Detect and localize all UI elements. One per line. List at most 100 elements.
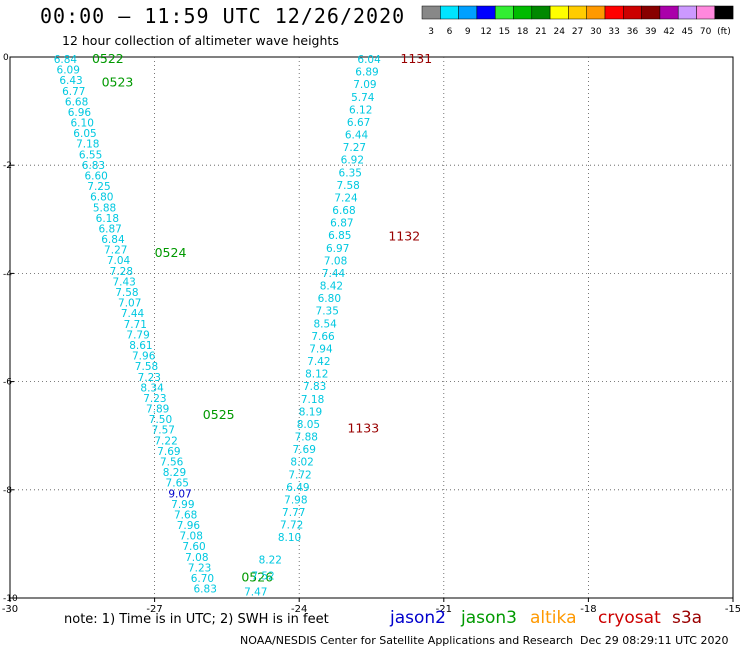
wave-height-value: 7.66 xyxy=(311,331,335,343)
lat-tick-label: -4 xyxy=(3,269,12,279)
wave-height-value: 7.52 xyxy=(251,570,274,582)
lat-tick-label: -6 xyxy=(3,378,12,388)
wave-height-value: 7.94 xyxy=(309,343,333,355)
wave-height-value: 6.92 xyxy=(341,155,364,167)
wave-height-value: 8.10 xyxy=(278,532,301,544)
wave-height-value: 8.19 xyxy=(299,406,322,418)
wave-height-value: 6.89 xyxy=(355,67,378,79)
wave-height-value: 8.54 xyxy=(313,318,337,330)
wave-height-value: 6.12 xyxy=(349,104,372,116)
wave-height-value: 7.09 xyxy=(353,79,376,91)
colorbar-unit: (ft) xyxy=(717,27,731,37)
lon-tick-label: -15 xyxy=(725,604,740,615)
wave-height-value: 7.65 xyxy=(166,478,189,490)
wave-height-value: 7.69 xyxy=(157,446,180,458)
wave-height-value: 6.84 xyxy=(101,234,125,246)
wave-height-value: 7.07 xyxy=(118,298,141,310)
wave-height-value: 7.24 xyxy=(334,192,358,204)
track-time-label: 1132 xyxy=(388,229,420,244)
wave-height-value: 7.08 xyxy=(324,255,347,267)
wave-height-value: 7.83 xyxy=(303,381,326,393)
wave-height-value: 7.44 xyxy=(121,308,145,320)
colorbar-label: 36 xyxy=(627,27,639,37)
wave-height-value: 8.22 xyxy=(259,554,282,566)
wave-height-value: 7.68 xyxy=(174,509,197,521)
lon-tick-label: -21 xyxy=(436,604,452,615)
wave-height-value: 6.85 xyxy=(328,230,351,242)
track-time-label: 0524 xyxy=(155,245,187,260)
wave-height-value: 8.42 xyxy=(320,281,343,293)
wave-height-value: 6.84 xyxy=(54,54,78,66)
wave-height-value: 6.18 xyxy=(96,213,119,225)
wave-height-value: 8.02 xyxy=(290,457,313,469)
wave-height-value: 6.77 xyxy=(62,86,85,98)
wave-height-value: 6.70 xyxy=(191,573,214,585)
wave-height-value: 7.58 xyxy=(115,287,138,299)
legend-jason3: jason3 xyxy=(461,608,517,628)
wave-height-value: 5.74 xyxy=(351,92,375,104)
wave-height-value: 7.98 xyxy=(284,494,307,506)
wave-height-value: 7.96 xyxy=(132,351,156,363)
wave-height-value: 6.83 xyxy=(194,584,217,596)
legend-altika: altika xyxy=(530,608,577,628)
track-time-label: 0523 xyxy=(102,74,134,89)
map-frame xyxy=(9,56,734,599)
lon-tick-label: -27 xyxy=(146,604,162,615)
wave-height-value: 6.05 xyxy=(73,128,96,140)
wave-height-value: 8.05 xyxy=(297,419,320,431)
page-subtitle: 12 hour collection of altimeter wave hei… xyxy=(62,33,339,48)
wave-height-value: 7.27 xyxy=(343,142,366,154)
wave-height-value: 7.44 xyxy=(322,268,346,280)
wave-height-value: 7.88 xyxy=(295,432,318,444)
wave-height-value: 7.69 xyxy=(293,444,316,456)
wave-height-value: 8.34 xyxy=(140,382,164,394)
lon-tick-label: -24 xyxy=(291,604,307,615)
wave-height-value: 6.43 xyxy=(59,75,82,87)
wave-height-value: 7.58 xyxy=(135,361,158,373)
colorbar-label: 9 xyxy=(465,27,471,37)
wave-height-map: -30 -27 -24 -21 -18 -150-2-4-6-8-106.846.096.… xyxy=(2,51,740,615)
colorbar-label: 6 xyxy=(447,27,453,37)
wave-height-value: 6.96 xyxy=(68,107,92,119)
colorbar-label: 33 xyxy=(608,27,619,37)
track-time-label: 0525 xyxy=(203,407,235,422)
wave-height-value: 6.67 xyxy=(347,117,370,129)
wave-height-value: 6.04 xyxy=(357,54,381,66)
page-title: 00:00 – 11:59 UTC 12/26/2020 xyxy=(40,4,406,28)
wave-height-value: 7.28 xyxy=(110,266,133,278)
wave-height-value: 6.97 xyxy=(326,243,349,255)
track-time-label: 0522 xyxy=(92,51,124,66)
wave-height-colorbar: 3 6 9 12 15 18 21 24 27 30 33 36 39 42 45 70 (ft) xyxy=(421,5,734,37)
wave-height-value: 7.25 xyxy=(87,181,110,193)
colorbar-label: 42 xyxy=(663,27,674,37)
colorbar-swatch xyxy=(714,5,734,20)
wave-height-value: 7.72 xyxy=(280,520,303,532)
wave-height-value: 7.79 xyxy=(126,329,149,341)
colorbar-label: 15 xyxy=(499,27,510,37)
wave-height-value: 7.18 xyxy=(76,139,99,151)
colorbar-label: 3 xyxy=(428,27,434,37)
wave-height-value: 7.47 xyxy=(244,586,267,598)
colorbar-label: 45 xyxy=(682,27,693,37)
wave-height-value: 7.99 xyxy=(171,499,194,511)
wave-height-value: 7.18 xyxy=(301,394,324,406)
wave-height-value: 6.68 xyxy=(65,96,88,108)
wave-height-value: 6.87 xyxy=(98,223,121,235)
lat-tick-label: -10 xyxy=(3,594,18,604)
wave-height-value: 6.80 xyxy=(318,293,341,305)
wave-height-value: 7.42 xyxy=(307,356,330,368)
colorbar-label: 27 xyxy=(572,27,583,37)
wave-height-value: 6.44 xyxy=(345,130,369,142)
wave-height-value: 6.35 xyxy=(339,167,362,179)
legend-s3a: s3a xyxy=(672,608,703,628)
colorbar-label: 70 xyxy=(700,27,712,37)
note-text: note: 1) Time is in UTC; 2) SWH is in fe… xyxy=(64,612,329,627)
track-time-label: 1133 xyxy=(347,421,379,436)
lat-tick-label: 0 xyxy=(3,53,9,63)
colorbar-label: 24 xyxy=(554,27,566,37)
wave-height-value: 7.71 xyxy=(124,319,147,331)
track-time-label: 1131 xyxy=(400,51,432,66)
wave-height-value: 8.61 xyxy=(129,340,152,352)
credit-text: NOAA/NESDIS Center for Satellite Applica… xyxy=(240,634,574,647)
